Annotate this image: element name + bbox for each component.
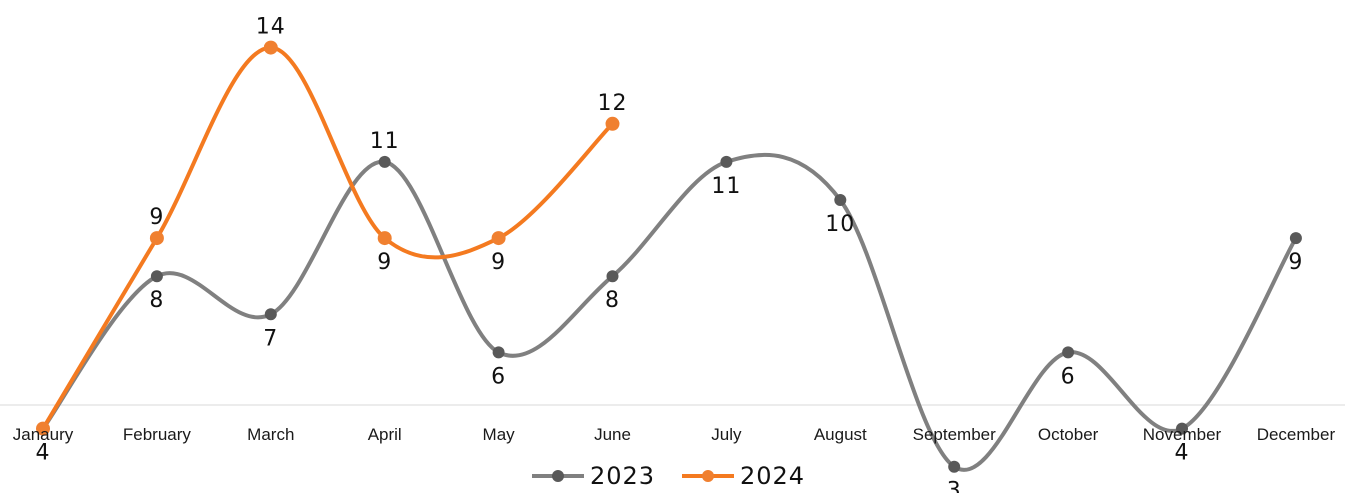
x-tick-label: Janaury: [13, 425, 74, 444]
data-point-2024: [605, 116, 620, 131]
data-point-2023: [606, 270, 619, 283]
data-label-2023: 11: [370, 129, 400, 154]
data-point-2023: [1289, 232, 1302, 245]
data-label-2023: 8: [149, 288, 164, 313]
data-point-2024: [491, 231, 506, 246]
legend: 2023 2024: [532, 462, 805, 490]
x-tick-label: November: [1143, 425, 1222, 444]
data-point-2023: [834, 194, 847, 206]
data-point-2023: [1062, 346, 1075, 359]
legend-label: 2024: [740, 462, 805, 490]
data-label-2023: 6: [1061, 364, 1076, 389]
x-tick-label: April: [368, 425, 402, 444]
x-tick-label: June: [594, 425, 631, 444]
data-point-2023: [264, 308, 277, 321]
data-point-2024: [149, 231, 164, 246]
series-layer: [36, 40, 1302, 473]
x-tick-label: February: [123, 425, 192, 444]
data-label-2023: 4: [36, 441, 51, 466]
data-label-2024: 9: [377, 250, 392, 275]
data-point-2023: [150, 270, 163, 283]
x-tick-label: May: [483, 425, 516, 444]
data-label-2024: 14: [256, 15, 286, 40]
legend-label: 2023: [590, 462, 655, 490]
data-label-2024: 9: [491, 250, 506, 275]
x-tick-label: October: [1038, 425, 1099, 444]
legend-item-2024: 2024: [682, 462, 805, 490]
x-tick-label: September: [913, 425, 996, 444]
legend-swatch-marker: [552, 470, 564, 482]
data-point-2024: [377, 231, 392, 246]
data-point-2023: [492, 346, 505, 359]
data-label-2024: 9: [149, 205, 164, 230]
data-label-2023: 11: [711, 174, 741, 199]
data-point-2024: [263, 40, 278, 55]
series-line-2024: [41, 45, 615, 431]
data-label-2023: 8: [605, 288, 620, 313]
x-tick-label: August: [814, 425, 867, 444]
legend-swatch-marker: [702, 470, 714, 482]
data-label-2023: 7: [263, 326, 278, 351]
data-point-2023: [720, 155, 733, 168]
x-tick-label: March: [247, 425, 294, 444]
data-point-2023: [378, 155, 391, 168]
x-tick-label: July: [711, 425, 742, 444]
data-label-2023: 9: [1288, 250, 1303, 275]
data-label-layer: 4 8 7 11 6 8 11 10 3 6 4 9 9 14 9 9 12: [36, 15, 1303, 493]
data-label-2024: 12: [598, 91, 628, 116]
data-label-2023: 6: [491, 364, 506, 389]
data-point-2024: [36, 421, 50, 436]
x-axis-ticks: Janaury February March April May June July Augu…: [13, 425, 1336, 444]
data-point-2023: [948, 460, 961, 473]
data-label-2023: 4: [1175, 441, 1190, 466]
legend-item-2023: 2023: [532, 462, 655, 490]
data-label-2023: 10: [825, 212, 855, 237]
x-tick-label: December: [1257, 425, 1336, 444]
data-point-2023: [1176, 422, 1188, 435]
series-line-2023: [41, 152, 1298, 472]
data-label-2023: 3: [947, 479, 962, 493]
